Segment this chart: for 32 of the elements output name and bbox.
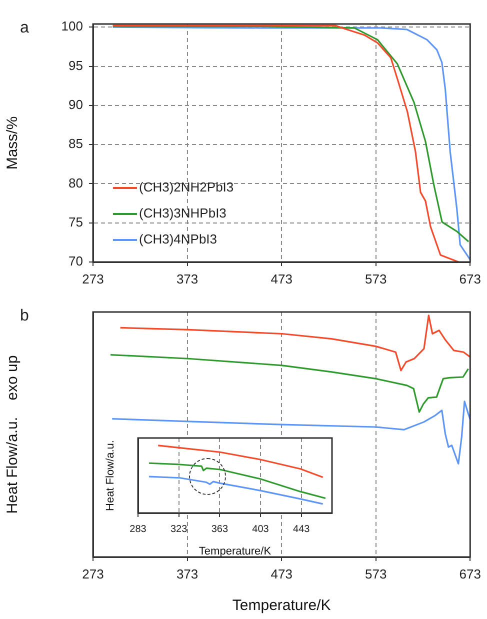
y-tick-label: 90 [68,97,83,112]
x-tick-label: 323 [170,524,188,535]
x-tick-label: 573 [365,271,387,286]
chart-title: a [20,19,29,36]
x-tick-label: 373 [176,271,198,286]
y-tick-label: 95 [68,58,83,73]
x-tick-label: 673 [459,271,482,286]
x-tick-label: 473 [270,566,292,582]
x-tick-label: 283 [130,524,147,535]
y-tick-label: 75 [68,214,83,230]
chart-title: b [20,307,29,324]
x-tick-label: 403 [252,524,270,535]
y-axis-title: Heat Flow/a.u. exo up [4,355,22,514]
x-tick-label: 673 [459,566,482,582]
legend-label: (CH3)4NPbI3 [139,232,218,247]
y-axis-title: Heat Flow/a.u. [104,440,117,511]
x-axis-title: Temperature/K [232,597,331,614]
x-tick-label: 363 [211,524,228,535]
x-axis-title: Temperature/K [198,545,272,558]
y-tick-label: 100 [61,18,83,34]
y-axis-title: Mass/% [4,116,22,170]
x-tick-label: 373 [176,566,198,582]
x-tick-label: 473 [270,271,292,286]
x-tick-label: 573 [365,566,387,582]
y-tick-label: 70 [68,254,83,269]
y-tick-label: 85 [68,136,83,152]
x-tick-label: 273 [82,566,104,582]
legend-label: (CH3)2NH2PbI3 [139,180,234,195]
legend-label: (CH3)3NHPbI3 [139,206,226,221]
x-tick-label: 273 [82,271,104,286]
x-tick-label: 443 [293,524,310,535]
y-tick-label: 80 [68,175,83,190]
